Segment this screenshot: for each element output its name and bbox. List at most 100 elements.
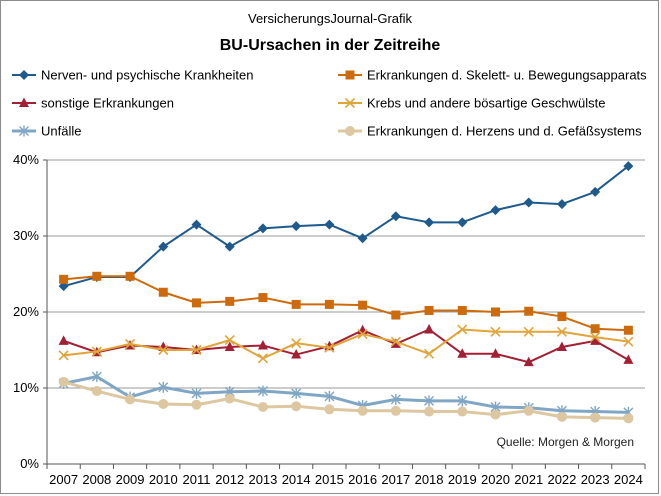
legend-label: Krebs und andere bösartige Geschwülste [367, 96, 605, 111]
data-point [224, 341, 235, 351]
data-point [623, 161, 634, 172]
legend-swatch-marker [345, 70, 355, 80]
y-tick-label: 0% [20, 456, 39, 471]
data-point [58, 335, 69, 345]
x-tick-label: 2013 [248, 472, 277, 487]
data-point [91, 371, 102, 383]
x-tick-label: 2010 [149, 472, 178, 487]
data-point [523, 326, 534, 337]
data-point [457, 348, 468, 358]
y-tick-label: 10% [13, 380, 39, 395]
data-point [523, 197, 534, 208]
data-point [324, 342, 335, 353]
data-point [124, 338, 136, 349]
series-2 [59, 271, 633, 335]
data-point [291, 338, 302, 349]
legend-item: Krebs und andere bösartige Geschwülste [338, 96, 605, 111]
x-axis-ticks: 2007 2008 2009 2010 2011 2012 2013 2014 2015 2016… [46, 464, 646, 487]
data-point [91, 386, 102, 397]
data-point [490, 205, 501, 216]
data-point [390, 393, 401, 405]
data-point [424, 406, 435, 417]
data-point [490, 409, 501, 420]
data-point [224, 393, 235, 404]
data-point [423, 348, 435, 359]
data-point [557, 312, 567, 322]
chart-title: BU-Ursachen in der Zeitreihe [220, 37, 441, 54]
data-point [523, 405, 534, 416]
legend-swatch-marker [19, 125, 29, 137]
series-6 [58, 376, 634, 424]
series-line [63, 328, 629, 360]
data-point [324, 219, 335, 230]
x-tick-label: 2021 [514, 472, 543, 487]
data-point [357, 405, 368, 416]
series-line [63, 275, 629, 332]
legend-item: sonstige Erkrankungen [12, 96, 174, 111]
series-4 [58, 324, 634, 364]
x-tick-label: 2014 [282, 472, 311, 487]
data-point [158, 344, 169, 356]
gridlines [46, 159, 645, 465]
legend-item: Erkrankungen d. Skelett- u. Bewegungsapp… [338, 68, 647, 83]
data-point [158, 398, 169, 409]
data-point [590, 324, 600, 334]
data-point [556, 199, 567, 210]
x-tick-label: 2023 [581, 472, 610, 487]
source-note: Quelle: Morgen & Morgen [497, 435, 634, 449]
x-tick-label: 2009 [116, 472, 145, 487]
data-point [257, 385, 268, 397]
data-point [125, 394, 136, 405]
x-tick-label: 2024 [614, 472, 643, 487]
legend: Nerven- und psychische Krankheiten Erkran… [12, 68, 647, 139]
data-point [225, 296, 235, 306]
data-point [490, 348, 501, 358]
data-point [590, 335, 601, 345]
data-point [224, 335, 235, 346]
data-point [191, 344, 202, 356]
x-tick-label: 2008 [82, 472, 111, 487]
y-tick-label: 40% [13, 152, 39, 167]
data-point [623, 325, 633, 335]
legend-swatch-marker [344, 97, 356, 109]
data-point [224, 241, 235, 252]
data-point [257, 353, 269, 364]
data-point [358, 300, 368, 310]
data-point [58, 350, 69, 361]
data-point [291, 299, 301, 309]
data-point [158, 381, 169, 393]
chart-subtitle: VersicherungsJournal-Grafik [248, 11, 413, 26]
data-point [357, 328, 368, 340]
data-point [457, 324, 468, 335]
data-point [191, 387, 202, 399]
data-point [158, 241, 169, 252]
data-point [491, 307, 500, 317]
data-point [291, 221, 302, 232]
data-point [324, 299, 334, 309]
series-3 [58, 323, 634, 367]
data-point [291, 349, 302, 359]
series-line [63, 328, 629, 364]
y-axis-ticks: 0% 10% 20% 30% 40% [13, 152, 47, 471]
legend-label: Erkrankungen d. Herzens und d. Gefäßsyst… [367, 124, 642, 139]
data-point [390, 338, 401, 348]
data-point [191, 399, 202, 410]
data-point [92, 271, 102, 281]
legend-item: Nerven- und psychische Krankheiten [12, 68, 253, 83]
data-point [424, 323, 435, 334]
data-point [424, 395, 435, 407]
data-point [357, 233, 368, 244]
data-point [324, 404, 335, 415]
data-point [490, 326, 501, 337]
data-point [524, 306, 534, 316]
data-point [556, 341, 567, 351]
data-point [457, 305, 467, 315]
legend-swatch-marker [19, 70, 29, 80]
legend-label: Unfälle [41, 124, 81, 139]
data-point [125, 271, 135, 281]
data-point [291, 401, 302, 412]
data-point [424, 217, 435, 228]
data-point [623, 354, 634, 364]
x-tick-label: 2017 [381, 472, 410, 487]
x-tick-label: 2012 [215, 472, 244, 487]
